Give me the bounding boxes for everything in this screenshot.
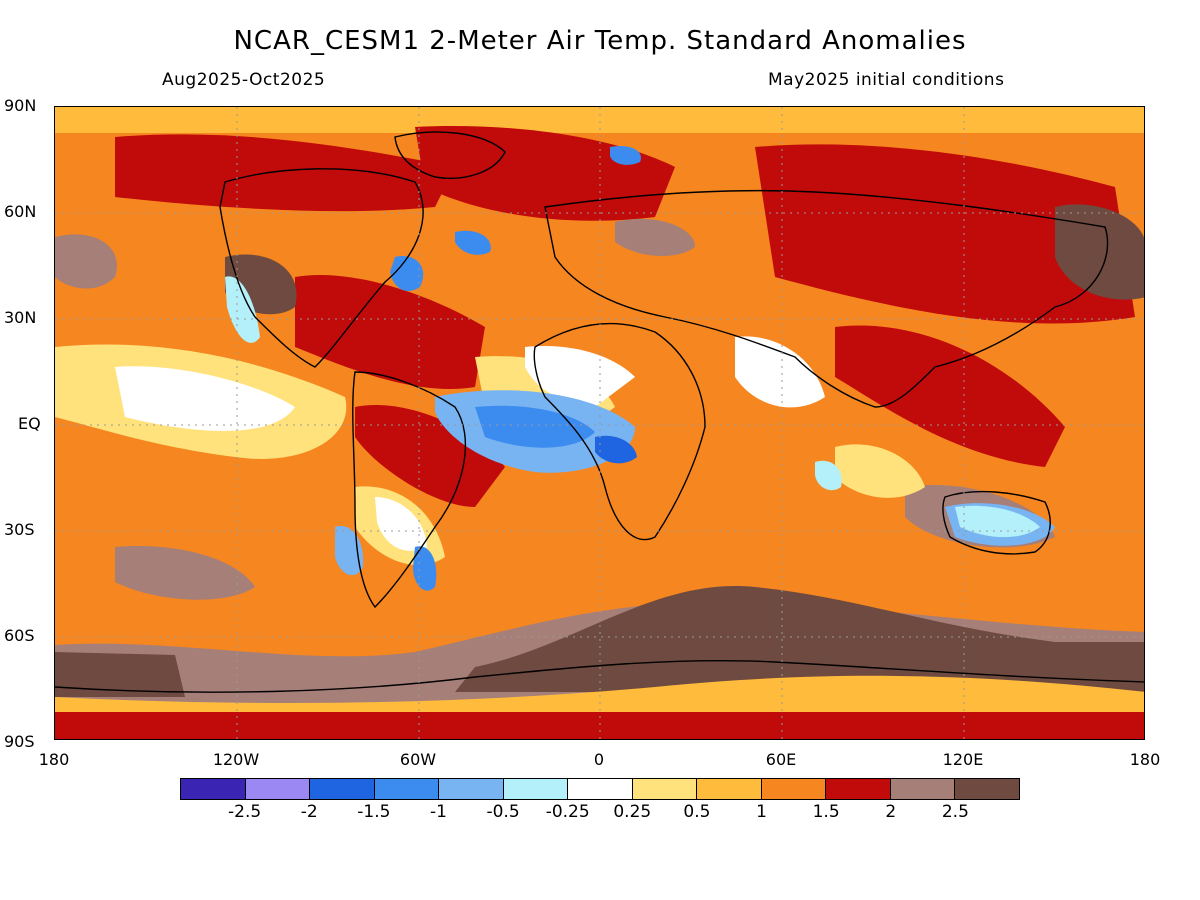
color-legend (180, 778, 1020, 800)
initial-conditions: May2025 initial conditions (768, 70, 1005, 90)
lon-label-120w: 120W (212, 750, 260, 769)
legend-tick-label: 0.5 (683, 802, 711, 822)
legend-tick-label: -2 (300, 802, 318, 822)
legend-swatch (374, 779, 440, 799)
lon-label-60w: 60W (399, 750, 437, 769)
legend-tick-label: 1.5 (812, 802, 840, 822)
legend-tick-label: -1.5 (357, 802, 391, 822)
lat-label-90n: 90N (4, 96, 37, 115)
lon-label-180e: 180 (1129, 750, 1161, 769)
legend-swatch (245, 779, 311, 799)
legend-swatch (826, 779, 891, 799)
anomaly-map (54, 106, 1145, 740)
legend-tick-label: -1 (429, 802, 447, 822)
map-title: NCAR_CESM1 2-Meter Air Temp. Standard An… (233, 26, 967, 56)
legend-swatch (955, 779, 1019, 799)
forecast-period: Aug2025-Oct2025 (162, 70, 326, 90)
legend-swatch (761, 779, 827, 799)
legend-swatch (181, 779, 246, 799)
legend-tick-label: 1 (756, 802, 767, 822)
lat-label-60n: 60N (4, 202, 37, 221)
lon-label-60e: 60E (765, 750, 797, 769)
legend-swatch (310, 779, 375, 799)
lon-label-180w: 180 (38, 750, 70, 769)
lat-label-30n: 30N (4, 308, 37, 327)
legend-swatch (697, 779, 762, 799)
legend-tick-label: -2.5 (228, 802, 262, 822)
legend-swatch (503, 779, 569, 799)
lon-label-0: 0 (593, 750, 605, 769)
legend-tick-label: 2.5 (941, 802, 969, 822)
legend-swatch (439, 779, 504, 799)
legend-tick-label: 0.25 (613, 802, 652, 822)
legend-swatch (890, 779, 956, 799)
lon-label-120e: 120E (942, 750, 984, 769)
lat-label-90s: 90S (4, 732, 35, 751)
lat-label-30s: 30S (4, 520, 35, 539)
lat-label-eq: EQ (18, 414, 41, 433)
legend-tick-label: -0.25 (545, 802, 590, 822)
lat-label-60s: 60S (4, 626, 35, 645)
legend-tick-label: 2 (885, 802, 897, 822)
legend-swatch (568, 779, 633, 799)
legend-tick-label: -0.5 (486, 802, 520, 822)
legend-swatch (632, 779, 698, 799)
